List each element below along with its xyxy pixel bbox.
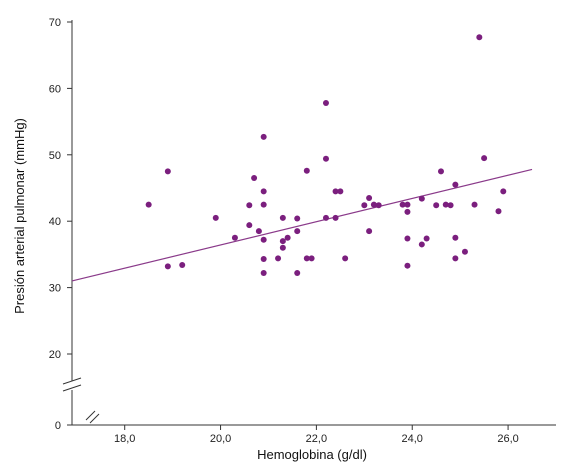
data-point xyxy=(279,244,286,251)
data-point xyxy=(164,168,171,175)
y-origin-label: 0 xyxy=(55,420,61,432)
data-point xyxy=(246,222,253,229)
data-point xyxy=(332,214,339,221)
x-axis-break-mark xyxy=(85,410,96,421)
data-point xyxy=(322,100,329,107)
data-point xyxy=(231,234,238,241)
x-tick-label: 18,0 xyxy=(114,433,135,445)
data-point xyxy=(275,255,282,262)
data-point xyxy=(260,133,267,140)
data-point xyxy=(452,181,459,188)
data-point xyxy=(370,201,377,208)
data-point xyxy=(308,255,315,262)
data-point xyxy=(294,269,301,276)
data-point xyxy=(337,188,344,195)
data-point xyxy=(145,201,152,208)
plot-area: 20 30 40 50 60 70 0 18,0 20,0 22,0 24,0 26,0 xyxy=(49,17,556,445)
data-point xyxy=(342,255,349,262)
data-point xyxy=(495,208,502,215)
data-point xyxy=(461,248,468,255)
data-point xyxy=(404,235,411,242)
data-point xyxy=(294,215,301,222)
data-point xyxy=(366,194,373,201)
y-tick-label: 40 xyxy=(49,216,61,228)
data-point xyxy=(303,167,310,174)
data-point xyxy=(366,228,373,235)
regression-line xyxy=(71,168,533,282)
data-point xyxy=(294,228,301,235)
data-point xyxy=(303,255,310,262)
data-point xyxy=(279,214,286,221)
data-point xyxy=(284,234,291,241)
data-point xyxy=(251,175,258,182)
data-point xyxy=(375,202,382,209)
data-point xyxy=(481,155,488,162)
data-point xyxy=(476,34,483,41)
data-point xyxy=(332,188,339,195)
data-point xyxy=(260,201,267,208)
data-point xyxy=(322,155,329,162)
data-point xyxy=(322,214,329,221)
data-point xyxy=(447,202,454,209)
data-point xyxy=(260,269,267,276)
data-point xyxy=(361,202,368,209)
data-point xyxy=(500,188,507,195)
y-tick-label: 20 xyxy=(49,349,61,361)
x-axis-break-mark xyxy=(89,413,100,424)
y-tick-label: 50 xyxy=(49,150,61,162)
data-point xyxy=(437,168,444,175)
data-point xyxy=(418,195,425,202)
y-axis-break-mark xyxy=(62,384,82,392)
data-point xyxy=(212,214,219,221)
data-point xyxy=(452,234,459,241)
y-tick-label: 70 xyxy=(49,17,61,29)
data-point xyxy=(433,202,440,209)
data-point xyxy=(404,262,411,269)
data-point xyxy=(179,262,186,269)
data-point xyxy=(164,263,171,270)
x-tick-label: 26,0 xyxy=(497,433,518,445)
y-tick-label: 30 xyxy=(49,283,61,295)
x-tick-label: 22,0 xyxy=(306,433,327,445)
x-tick-label: 20,0 xyxy=(210,433,231,445)
data-point xyxy=(404,208,411,215)
y-axis-title: Presión arterial pulmonar (mmHg) xyxy=(12,118,27,314)
data-point xyxy=(260,188,267,195)
data-point xyxy=(279,238,286,245)
data-point xyxy=(399,201,406,208)
data-point xyxy=(418,241,425,248)
y-axis-break-mark xyxy=(62,377,82,385)
data-point xyxy=(404,201,411,208)
data-point xyxy=(260,256,267,263)
data-point xyxy=(471,201,478,208)
x-axis-title: Hemoglobina (g/dl) xyxy=(257,447,367,462)
data-point xyxy=(260,236,267,243)
data-point xyxy=(423,235,430,242)
data-point xyxy=(246,202,253,209)
x-tick-label: 24,0 xyxy=(402,433,423,445)
data-point xyxy=(442,201,449,208)
data-point xyxy=(255,228,262,235)
y-tick-label: 60 xyxy=(49,83,61,95)
data-point xyxy=(452,255,459,262)
